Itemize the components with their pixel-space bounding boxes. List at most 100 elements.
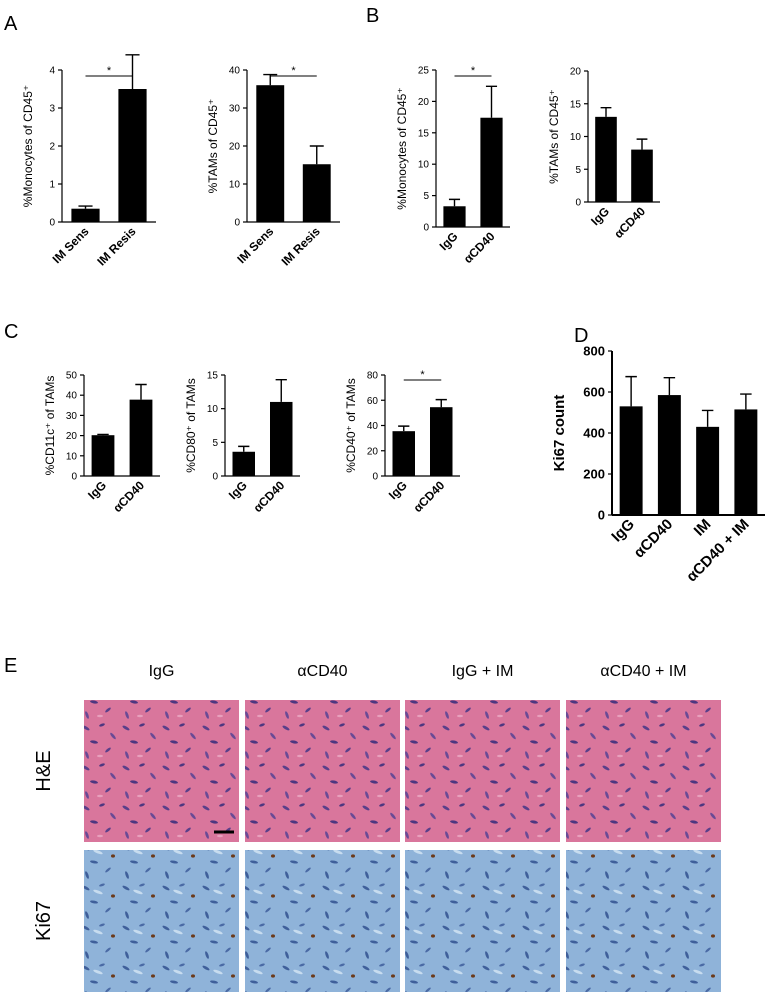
panel-label: D — [574, 325, 588, 347]
x-tick-label: IM Sens — [234, 224, 276, 266]
x-tick-label: αCD40 — [251, 478, 288, 515]
error-bar — [663, 376, 676, 396]
error-bar — [97, 433, 109, 436]
x-tick-label: αCD40 — [110, 478, 147, 515]
y-tick-label: 3 — [49, 104, 55, 115]
y-tick-label: 600 — [583, 385, 605, 400]
y-tick-label: 40 — [229, 66, 241, 77]
y-tick-label: 0 — [598, 508, 605, 523]
bar — [631, 149, 653, 202]
bar-chart: 0 5 10 15 %CD80⁺ of TAMs IgG αCD40 — [184, 371, 300, 515]
bar — [71, 208, 100, 222]
y-tick-label: 50 — [66, 371, 78, 382]
error-bar — [435, 398, 447, 408]
bar — [734, 409, 758, 515]
y-tick-label: 15 — [207, 371, 219, 382]
bar — [91, 435, 115, 476]
y-axis-label: %CD11c⁺ of TAMs — [43, 376, 57, 476]
column-label: αCD40 + IM — [600, 663, 686, 680]
bar-chart: 0 10 20 30 40 %TAMs of CD45⁺ IM Sens IM Resis * — [206, 65, 340, 269]
x-tick-label: αCD40 — [461, 229, 498, 266]
y-tick-label: 400 — [583, 426, 605, 441]
error-bar — [600, 106, 612, 117]
x-tick-label: αCD40 — [631, 516, 677, 562]
significance-mark: * — [107, 65, 112, 77]
histology-image — [84, 850, 239, 992]
y-axis-label: %Monocytes of CD45⁺ — [21, 85, 35, 207]
panel-label: C — [4, 321, 18, 343]
error-bar — [625, 375, 637, 407]
y-tick-label: 15 — [570, 99, 582, 110]
y-axis-label: %Monocytes of CD45⁺ — [395, 87, 409, 209]
bar — [595, 116, 617, 202]
y-tick-label: 0 — [212, 472, 218, 483]
histology-image — [405, 850, 560, 992]
bar — [118, 89, 147, 222]
y-tick-label: 0 — [234, 218, 240, 229]
bar — [392, 431, 415, 476]
bar-chart: 0 5 10 15 20 25 %Monocytes of CD45⁺ IgG αCD40 * — [395, 65, 510, 266]
column-label: IgG + IM — [452, 663, 514, 680]
bar-chart: 0 10 20 30 40 50 %CD11c⁺ of TAMs IgG αCD40 — [43, 371, 160, 515]
bar — [302, 164, 331, 222]
histology-image — [84, 700, 239, 842]
bar-chart: 0 1 2 3 4 %Monocytes of CD45⁺ IM Sens IM Resis * — [21, 54, 156, 269]
y-tick-label: 1 — [49, 180, 55, 191]
panel-label: B — [366, 5, 379, 27]
y-tick-label: 200 — [583, 467, 605, 482]
error-bar — [398, 425, 410, 432]
bar — [619, 406, 643, 515]
y-axis-label: %TAMs of CD45⁺ — [547, 89, 561, 184]
y-tick-label: 10 — [207, 404, 219, 415]
error-bar — [448, 198, 461, 207]
x-tick-label: IM — [691, 516, 715, 540]
y-tick-label: 0 — [575, 198, 581, 209]
error-bar — [740, 393, 752, 410]
x-tick-label: IM Sens — [50, 224, 92, 266]
row-label: Ki67 — [33, 901, 55, 941]
x-tick-label: IgG — [608, 516, 638, 546]
error-bar — [636, 138, 648, 150]
y-tick-label: 4 — [49, 66, 55, 77]
bar — [443, 206, 466, 227]
y-tick-label: 800 — [583, 344, 605, 359]
y-tick-label: 40 — [367, 421, 379, 432]
y-tick-label: 2 — [49, 142, 55, 153]
y-tick-label: 5 — [575, 165, 581, 176]
x-tick-label: IM Resis — [94, 224, 139, 269]
x-tick-label: IgG — [437, 229, 461, 253]
y-axis-label: %CD80⁺ of TAMs — [184, 378, 198, 473]
histology-image — [405, 700, 560, 842]
bar — [270, 401, 293, 476]
error-bar — [485, 85, 498, 118]
column-label: αCD40 — [297, 663, 347, 680]
y-tick-label: 15 — [418, 128, 430, 139]
y-axis-label: %CD40⁺ of TAMs — [344, 378, 358, 473]
y-tick-label: 10 — [418, 160, 430, 171]
y-tick-label: 0 — [372, 472, 378, 483]
histology-image — [245, 700, 400, 842]
histology-image — [566, 850, 721, 992]
y-axis-label: Ki67 count — [551, 395, 568, 472]
error-bar — [78, 205, 93, 209]
error-bar — [701, 409, 714, 427]
x-tick-label: IM Resis — [279, 224, 324, 269]
y-tick-label: 20 — [418, 97, 430, 108]
bar-chart: 0 5 10 15 20 %TAMs of CD45⁺ IgG αCD40 — [547, 67, 660, 241]
panel-label: E — [4, 655, 17, 677]
y-tick-label: 10 — [570, 132, 582, 143]
y-tick-label: 10 — [229, 180, 241, 191]
histology-image — [245, 850, 400, 992]
bar — [657, 395, 681, 515]
row-label: H&E — [33, 750, 55, 791]
error-bar — [275, 379, 287, 402]
bar — [430, 407, 453, 476]
significance-mark: * — [420, 369, 425, 381]
y-tick-label: 20 — [229, 142, 241, 153]
bar — [696, 426, 720, 515]
bar — [480, 117, 503, 227]
error-bar — [135, 383, 147, 400]
x-tick-label: IgG — [386, 478, 410, 502]
panel-label: A — [4, 13, 18, 35]
